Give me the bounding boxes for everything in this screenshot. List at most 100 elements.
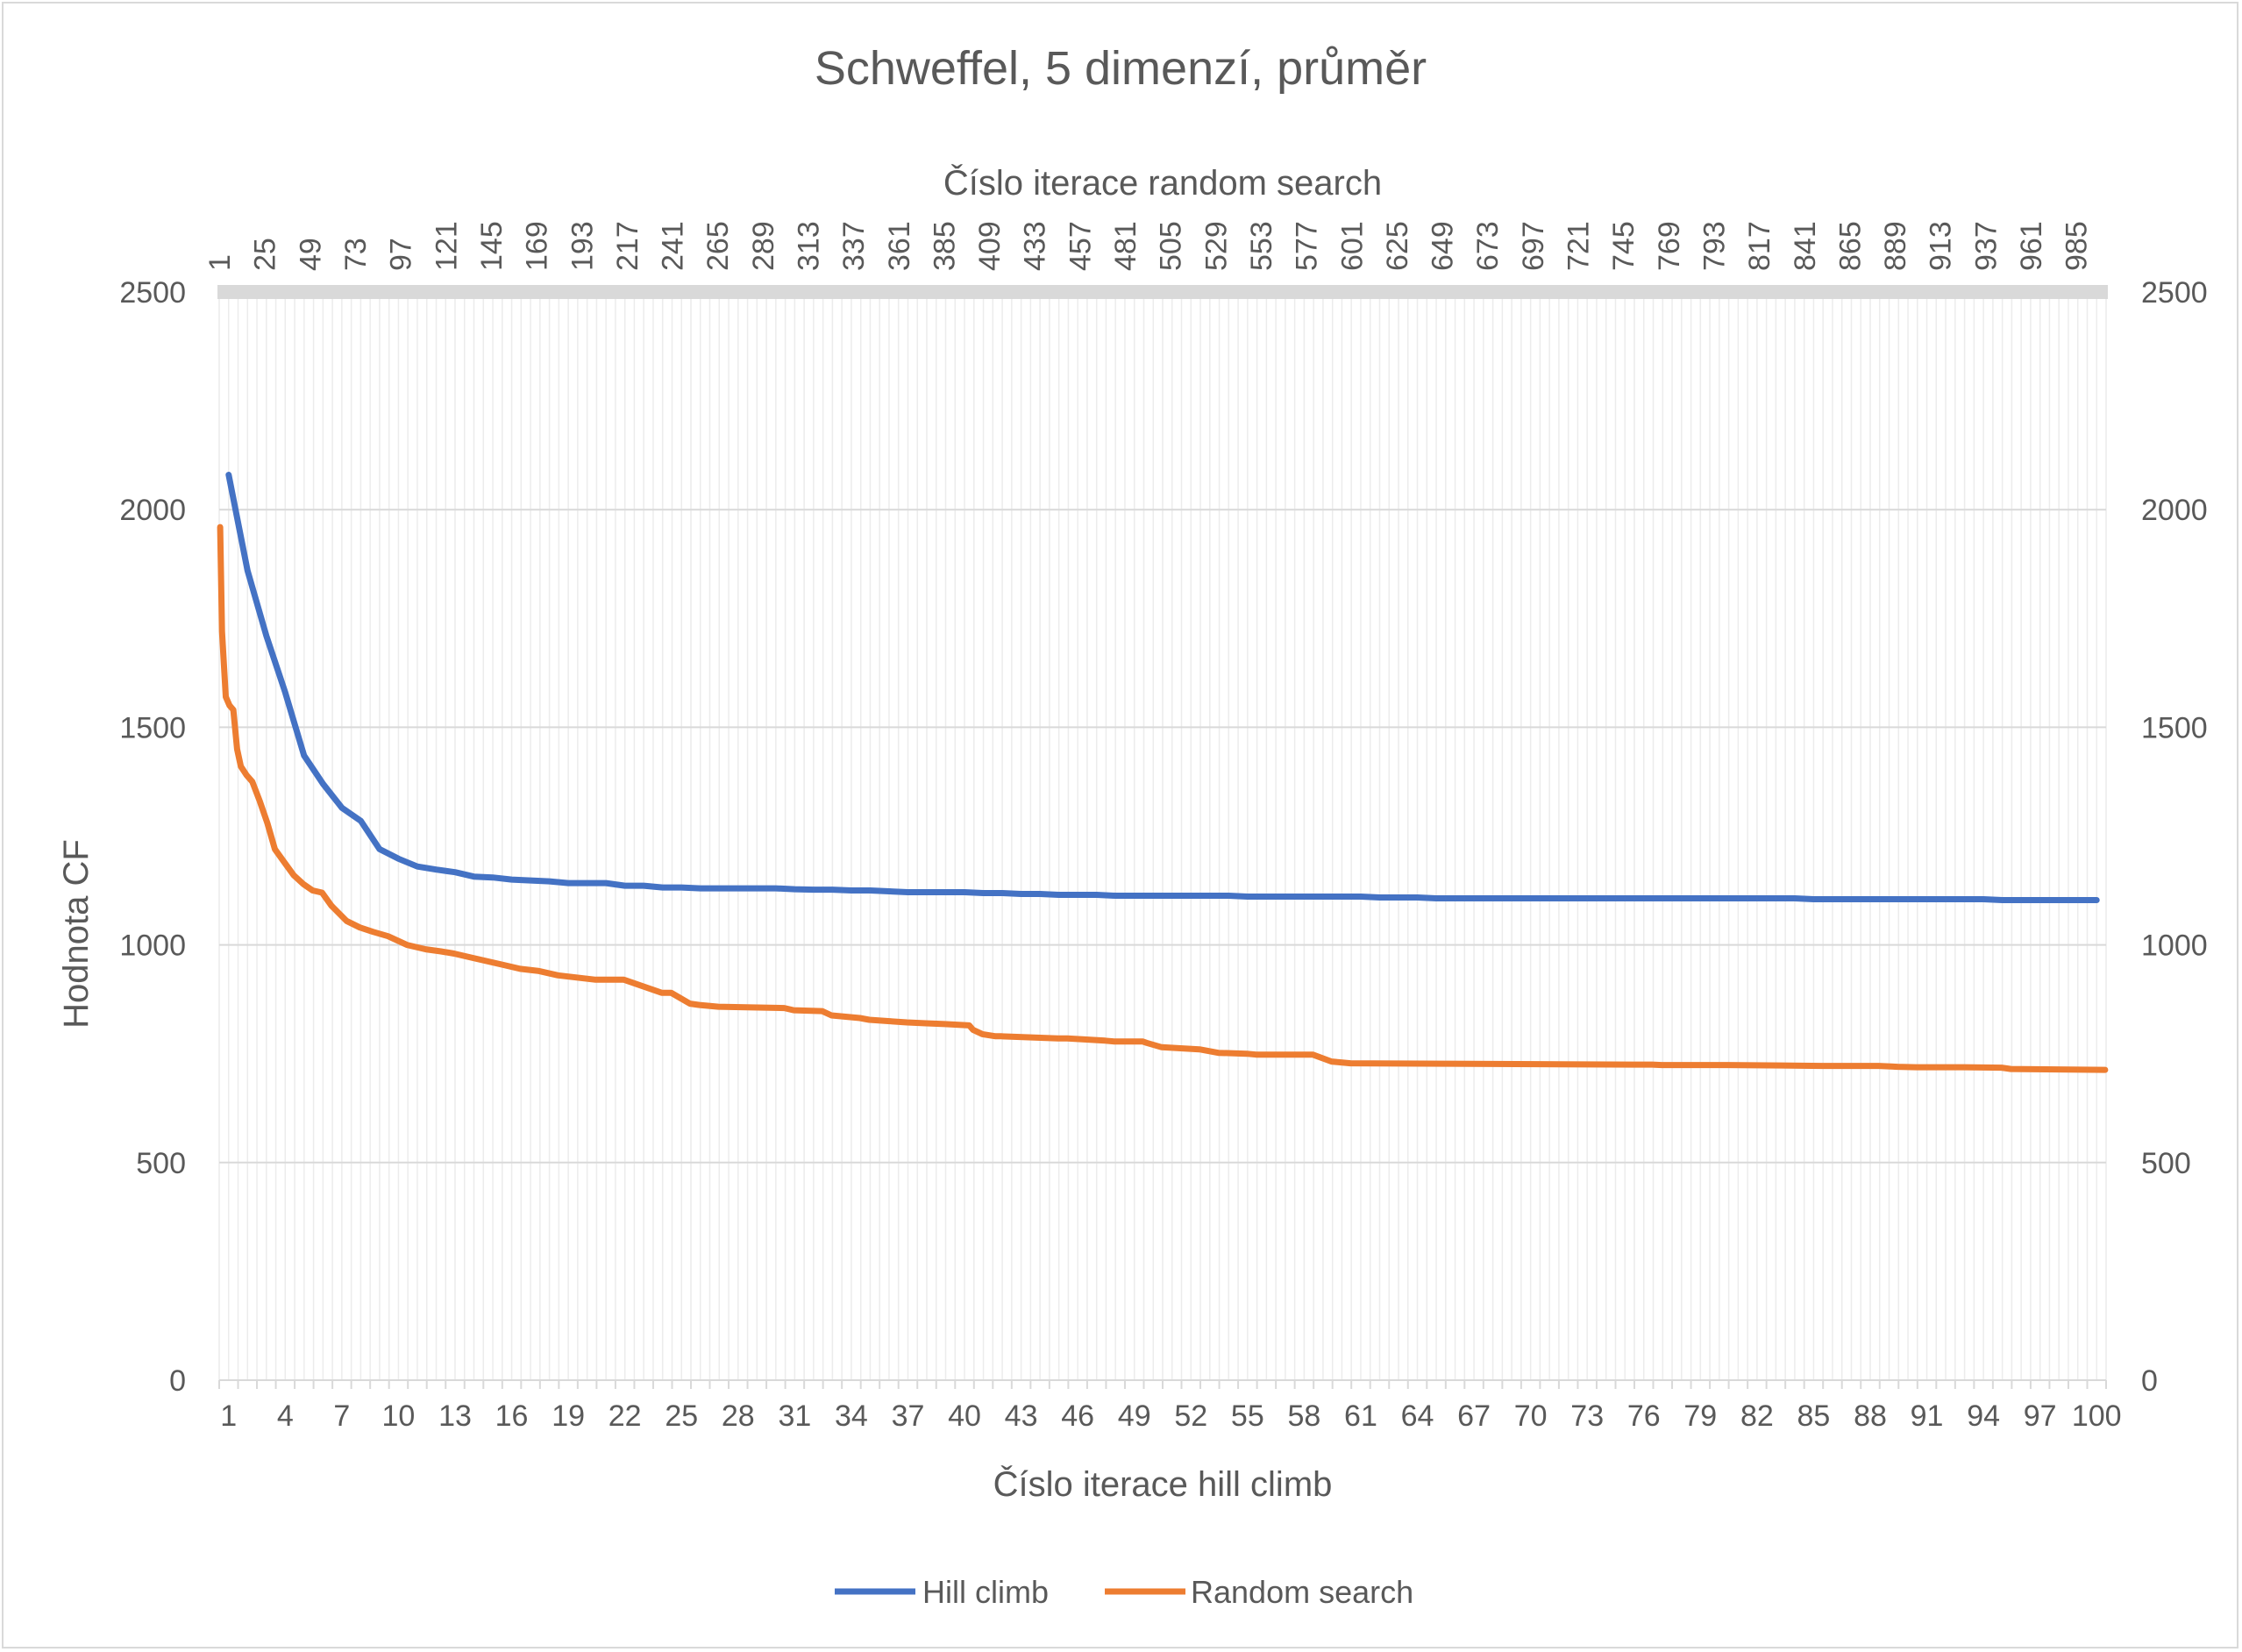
legend: Hill climb Random search: [835, 1574, 1413, 1610]
x-tick-label: 37: [892, 1399, 925, 1433]
x-tick-label: 22: [609, 1399, 642, 1433]
x2-tick-label: 169: [521, 221, 554, 271]
x2-tick-label: 241: [657, 221, 690, 271]
x-tick-label: 85: [1797, 1399, 1831, 1433]
x2-tick-label: 937: [1969, 221, 2003, 271]
y-tick-label: 500: [136, 1147, 186, 1180]
y-axis-title: Hodnota CF: [57, 839, 96, 1029]
x2-tick-label: 361: [883, 221, 916, 271]
y-tick-label: 1000: [119, 929, 186, 963]
y2-tick-label: 2000: [2141, 494, 2208, 527]
x-tick-label: 43: [1005, 1399, 1038, 1433]
x2-tick-label: 337: [837, 221, 871, 271]
x-tick-label: 49: [1118, 1399, 1151, 1433]
y2-tick-label: 2500: [2141, 276, 2208, 310]
x-tick-label: 67: [1457, 1399, 1491, 1433]
x2-tick-label: 457: [1064, 221, 1097, 271]
x2-tick-label: 1: [203, 254, 237, 271]
x2-tick-label: 793: [1698, 221, 1731, 271]
x-tick-label: 73: [1570, 1399, 1604, 1433]
x2-tick-label: 265: [701, 221, 735, 271]
x-tick-label: 64: [1401, 1399, 1434, 1433]
x-tick-label: 55: [1231, 1399, 1264, 1433]
x-tick-label: 58: [1287, 1399, 1320, 1433]
x2-tick-label: 121: [430, 221, 463, 271]
x-tick-label: 97: [2024, 1399, 2057, 1433]
y-tick-label: 2500: [119, 276, 186, 310]
x2-tick-label: 889: [1879, 221, 1912, 271]
x-axis-title: Číslo iterace hill climb: [993, 1464, 1333, 1504]
x-tick-label: 16: [495, 1399, 529, 1433]
x2-tick-label: 649: [1427, 221, 1460, 271]
axes: 0 500 1000 1500 2000 2500 0 500 1000 1500 2000 2500…: [119, 221, 2207, 1433]
x2-tick-label: 865: [1833, 221, 1867, 271]
x2-tick-label: 73: [339, 238, 373, 271]
x-tick-label: 40: [948, 1399, 981, 1433]
y2-tick-label: 500: [2141, 1147, 2191, 1180]
y2-tick-label: 1500: [2141, 711, 2208, 744]
x2-tick-label: 193: [566, 221, 599, 271]
legend-label-hill-climb: Hill climb: [922, 1574, 1049, 1610]
x2-tick-label: 601: [1335, 221, 1369, 271]
x-tick-label: 76: [1627, 1399, 1661, 1433]
legend-label-random-search: Random search: [1191, 1574, 1413, 1610]
secondary-x-axis-title: Číslo iterace random search: [943, 163, 1382, 203]
x2-tick-label: 25: [249, 238, 282, 271]
x-tick-label: 28: [722, 1399, 755, 1433]
x2-tick-label: 289: [747, 221, 780, 271]
x2-tick-label: 961: [2015, 221, 2048, 271]
x-tick-label: 70: [1514, 1399, 1548, 1433]
x-tick-label: 82: [1740, 1399, 1774, 1433]
series-group: [217, 472, 2109, 1073]
x-tick-label: 94: [1967, 1399, 2000, 1433]
x2-tick-label: 985: [2061, 221, 2094, 271]
y-tick-label: 2000: [119, 494, 186, 527]
x2-tick-label: 385: [928, 221, 961, 271]
x2-tick-label: 529: [1199, 221, 1233, 271]
x-tick-label: 34: [835, 1399, 868, 1433]
x-tick-label: 52: [1174, 1399, 1207, 1433]
grid: [218, 292, 2107, 1381]
x2-tick-label: 721: [1562, 221, 1596, 271]
x-tick-label: 13: [438, 1399, 472, 1433]
x2-tick-label: 841: [1789, 221, 1822, 271]
x2-tick-label: 481: [1109, 221, 1142, 271]
x2-tick-label: 505: [1155, 221, 1188, 271]
x-tick-label: 79: [1683, 1399, 1717, 1433]
x-tick-label: 19: [552, 1399, 585, 1433]
x2-tick-label: 97: [385, 238, 418, 271]
x-tick-label: 46: [1061, 1399, 1094, 1433]
x2-tick-label: 913: [1925, 221, 1958, 271]
x-tick-label: 25: [665, 1399, 698, 1433]
x2-tick-label: 433: [1019, 221, 1052, 271]
series-line-hill-climb: [225, 472, 2100, 903]
x2-tick-label: 49: [294, 238, 327, 271]
series-line-random-search: [217, 523, 2109, 1073]
chart-title: Schweffel, 5 dimenzí, průměr: [815, 42, 1427, 95]
x2-tick-label: 769: [1653, 221, 1686, 271]
x-tick-label: 4: [277, 1399, 294, 1433]
y2-tick-label: 1000: [2141, 929, 2208, 963]
x-tick-label: 10: [382, 1399, 416, 1433]
x2-tick-label: 625: [1381, 221, 1414, 271]
y-tick-label: 1500: [119, 711, 186, 744]
y2-tick-label: 0: [2141, 1364, 2158, 1398]
x2-tick-label: 553: [1245, 221, 1278, 271]
x-tick-label: 91: [1911, 1399, 1944, 1433]
x2-tick-label: 745: [1607, 221, 1641, 271]
x-tick-label: 31: [778, 1399, 811, 1433]
x2-tick-label: 817: [1743, 221, 1776, 271]
x-tick-label: 7: [333, 1399, 350, 1433]
y-tick-label: 0: [169, 1364, 186, 1398]
x2-tick-label: 217: [611, 221, 644, 271]
x-tick-label: 1: [220, 1399, 237, 1433]
x-tick-label: 100: [2072, 1399, 2122, 1433]
x-tick-label: 88: [1854, 1399, 1887, 1433]
x2-tick-label: 673: [1471, 221, 1505, 271]
x2-tick-label: 577: [1291, 221, 1324, 271]
secondary-x-axis-line: [217, 285, 2108, 299]
x2-tick-label: 409: [973, 221, 1007, 271]
x2-tick-label: 313: [793, 221, 826, 271]
